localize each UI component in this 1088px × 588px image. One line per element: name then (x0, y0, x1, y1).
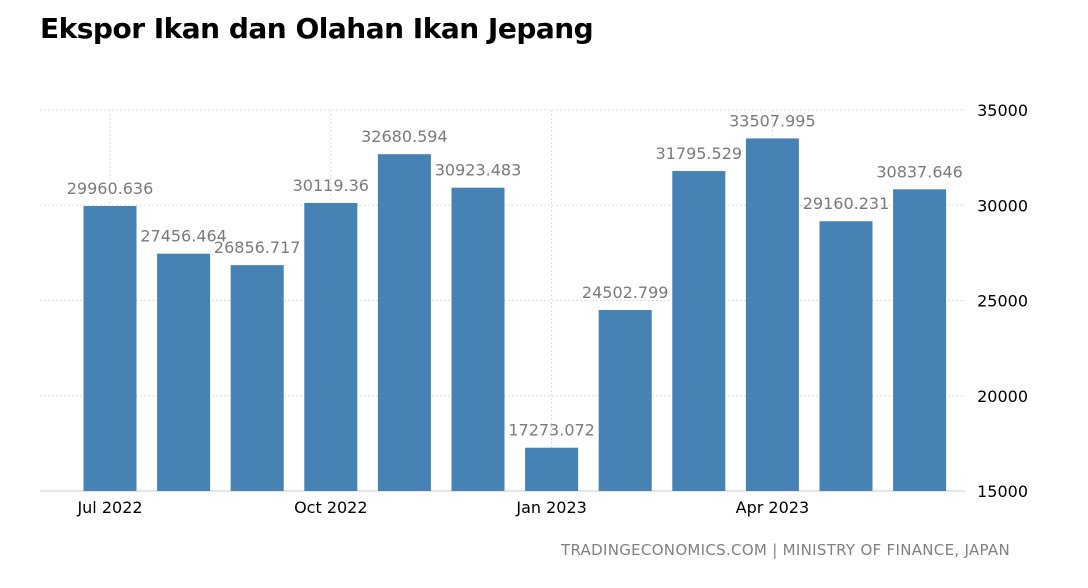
bar-value-label: 30837.646 (876, 162, 963, 181)
y-tick-label: 25000 (977, 292, 1028, 311)
bar (525, 447, 579, 491)
bar-value-label: 24502.799 (582, 283, 669, 302)
y-tick-label: 20000 (977, 387, 1028, 406)
bar-value-label: 29960.636 (67, 179, 154, 198)
x-tick-label: Jan 2023 (515, 498, 586, 517)
bar (304, 202, 358, 491)
source-credit: TRADINGECONOMICS.COM | MINISTRY OF FINAN… (560, 541, 1010, 559)
y-tick-label: 35000 (977, 101, 1028, 120)
bar-value-label: 30923.483 (435, 161, 522, 180)
bar-value-label: 17273.072 (508, 421, 595, 440)
bar (672, 171, 726, 491)
bar (451, 187, 505, 491)
x-tick-label: Oct 2022 (294, 498, 367, 517)
chart-title: Ekspor Ikan dan Olahan Ikan Jepang (40, 12, 594, 45)
bar (745, 138, 799, 491)
bar-value-label: 30119.36 (293, 176, 369, 195)
bar (819, 221, 873, 491)
y-tick-label: 15000 (977, 482, 1028, 501)
bar-value-label: 31795.529 (656, 144, 743, 163)
bar (598, 309, 652, 491)
bar (377, 154, 431, 491)
bar-value-label: 26856.717 (214, 238, 301, 257)
bar-value-label: 33507.995 (729, 111, 816, 130)
bar (83, 205, 137, 491)
bar (230, 265, 284, 491)
bar (157, 253, 211, 491)
bar-value-label: 27456.464 (140, 227, 227, 246)
x-tick-label: Jul 2022 (76, 498, 142, 517)
bar-value-label: 29160.231 (803, 194, 890, 213)
y-tick-label: 30000 (977, 196, 1028, 215)
bar (893, 189, 947, 491)
x-tick-label: Apr 2023 (736, 498, 809, 517)
bar-value-label: 32680.594 (361, 127, 448, 146)
